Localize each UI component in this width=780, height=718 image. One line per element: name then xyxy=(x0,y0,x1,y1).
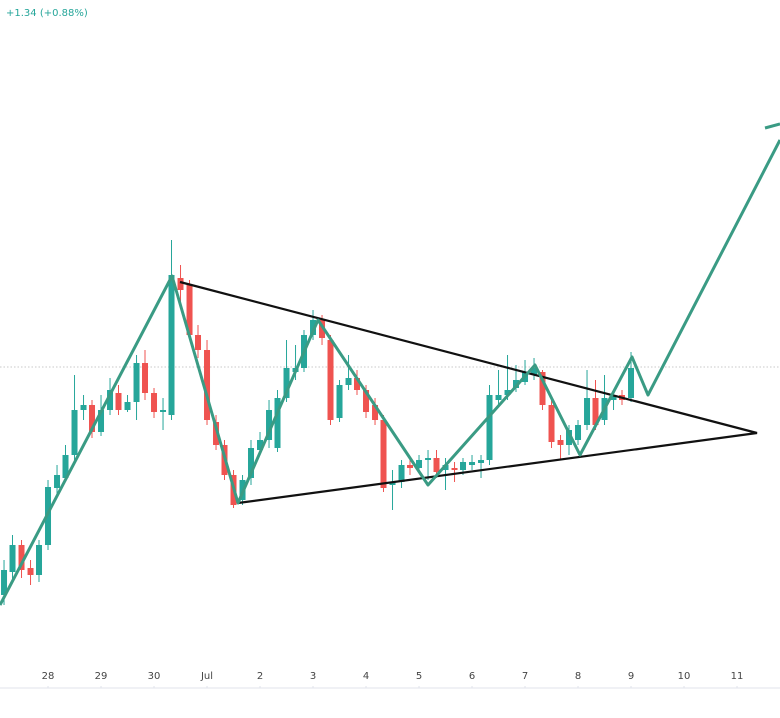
candle-body xyxy=(495,395,502,400)
candle-body xyxy=(610,395,617,400)
candle-body xyxy=(124,402,131,410)
candle-body xyxy=(186,285,193,335)
candle-body xyxy=(204,350,211,420)
candle-body xyxy=(548,405,555,442)
candle-body xyxy=(566,430,573,445)
candle-body xyxy=(486,395,493,460)
candle-body xyxy=(257,440,264,450)
candle-body xyxy=(142,363,149,393)
candle-body xyxy=(36,545,43,575)
x-tick-label: 6 xyxy=(469,671,475,682)
candle-body xyxy=(54,475,61,488)
candle-body xyxy=(248,448,255,478)
x-tick-label: 7 xyxy=(522,671,528,682)
candle-body xyxy=(513,380,520,388)
candle-body xyxy=(539,372,546,405)
pattern-path xyxy=(0,139,780,606)
x-tick-label: 3 xyxy=(310,671,316,682)
candle-body xyxy=(575,425,582,440)
x-tick-label: 11 xyxy=(731,671,744,682)
candle-body xyxy=(460,462,467,470)
candle-body xyxy=(62,455,69,478)
candle-body xyxy=(283,368,290,398)
x-tick-label: 5 xyxy=(416,671,422,682)
candle-body xyxy=(310,320,317,335)
candle-body xyxy=(168,275,175,415)
candle-body xyxy=(478,460,485,463)
candle-body xyxy=(416,460,423,468)
candle-body xyxy=(345,378,352,385)
candle-body xyxy=(27,568,34,575)
candle-body xyxy=(195,335,202,350)
candle-body xyxy=(115,393,122,410)
candle-body xyxy=(557,440,564,445)
candle-body xyxy=(274,398,281,448)
candle-body xyxy=(336,385,343,418)
candle-body xyxy=(372,405,379,420)
candle-body xyxy=(531,368,538,375)
x-tick-label: 8 xyxy=(575,671,581,682)
candle-body xyxy=(98,410,105,432)
candle-body xyxy=(628,368,635,398)
candle-body xyxy=(407,465,414,468)
candle-body xyxy=(71,410,78,455)
candle-body xyxy=(18,545,25,570)
candle-body xyxy=(80,405,87,410)
candle-body xyxy=(327,340,334,420)
candle-body xyxy=(354,378,361,390)
x-tick-label: 29 xyxy=(95,671,108,682)
candle-body xyxy=(107,390,114,410)
candle-body xyxy=(380,420,387,488)
x-tick-label: 10 xyxy=(678,671,691,682)
candle-body xyxy=(398,465,405,482)
change-label: +1.34 (+0.88%) xyxy=(6,8,88,19)
candle-body xyxy=(266,410,273,440)
candle-body xyxy=(9,545,16,572)
x-tick-label: 28 xyxy=(42,671,55,682)
triangle-lines xyxy=(179,280,758,505)
candle-body xyxy=(160,410,167,412)
candle-body xyxy=(213,422,220,445)
x-tick-label: 4 xyxy=(363,671,369,682)
candle-body xyxy=(425,458,432,460)
x-tick-label: 30 xyxy=(148,671,161,682)
candle-body xyxy=(504,390,511,395)
candle-body xyxy=(89,405,96,432)
x-tick-label: 2 xyxy=(257,671,263,682)
candle-body xyxy=(469,462,476,465)
candle-body xyxy=(451,468,458,470)
x-axis: 28 29 30 Jul 2 3 4 5 6 7 8 9 10 11 xyxy=(42,671,744,688)
pattern-arrow xyxy=(764,122,780,130)
x-tick-label: 9 xyxy=(628,671,634,682)
candle-body xyxy=(363,390,370,412)
candle-body xyxy=(592,398,599,425)
candle-body xyxy=(584,398,591,425)
candle-body xyxy=(319,320,326,338)
candle-body xyxy=(133,363,140,402)
candle-body xyxy=(389,482,396,485)
candle-body xyxy=(1,570,8,595)
candle-body xyxy=(433,458,440,472)
candle-body xyxy=(151,393,158,412)
x-tick-label: Jul xyxy=(200,671,213,682)
candle-body xyxy=(177,278,184,290)
